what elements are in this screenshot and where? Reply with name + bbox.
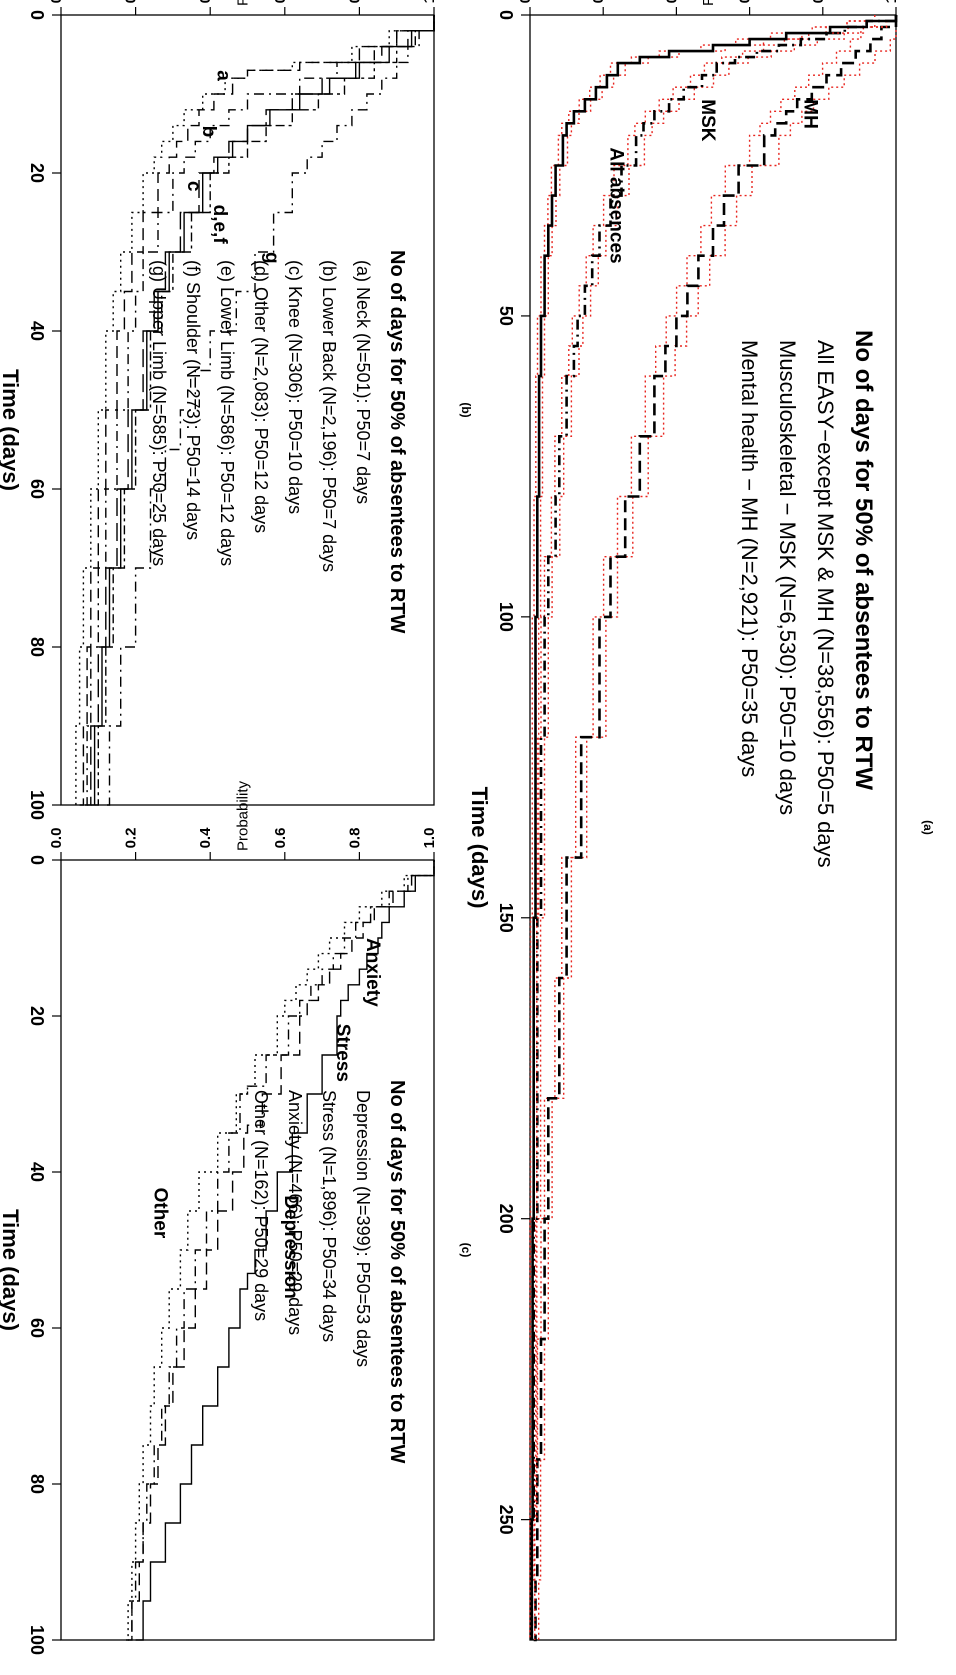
curve-annotation: Depression	[280, 1195, 301, 1298]
series-line	[83, 15, 435, 806]
panel-c: (c) 0 20 40 60 80 100 Time (days) 0.0 0.2 0.4 0.6 0.…	[0, 780, 473, 1655]
x-tick-label: 250	[496, 1505, 516, 1535]
y-tick-label: 0.2	[590, 0, 607, 3]
curve-annotation: c	[183, 181, 204, 192]
y-tick-label: 0.8	[810, 0, 827, 3]
series-label: MSK	[697, 99, 718, 142]
panel-b: (b) 0 20 40 60 80 100 Time (days) 0.0 0.2 0.4 0.6 0.…	[0, 0, 473, 820]
legend-entry: Depression (N=399): P50=53 days	[353, 1090, 373, 1367]
legend-entry: Other (N=162): P50=29 days	[251, 1090, 271, 1321]
legend-entry: (g) Upper Limb (N=585): P50=25 days	[149, 260, 169, 566]
x-tick-label: 40	[27, 321, 47, 341]
x-axis-label: Time (days)	[0, 369, 23, 491]
x-tick-label: 60	[27, 479, 47, 499]
x-tick-label: 200	[496, 1204, 516, 1234]
y-tick-label: 0.0	[48, 0, 65, 3]
ci-upper-line	[534, 15, 897, 1640]
curve-annotation: g	[261, 252, 282, 264]
legend-entry: Musculoskeletal − MSK (N=6,530): P50=10 …	[775, 340, 800, 815]
y-tick-label: 0.6	[272, 0, 289, 3]
plot-frame	[529, 14, 897, 1641]
panel-a: (a) 0 50 100 150 200 250 Time (days) 0.0 0.2 0.4 0.…	[467, 0, 935, 1642]
legend-entry: Mental health − MH (N=2,921): P50=35 day…	[737, 340, 762, 777]
ci-lower-line	[529, 15, 876, 1640]
x-tick-label: 20	[27, 163, 47, 183]
ci-upper-line	[536, 15, 897, 1641]
y-tick-label: 0.0	[48, 828, 65, 849]
y-tick-label: 0.4	[663, 0, 680, 3]
x-tick-label: 50	[496, 306, 516, 326]
panel-label: (a)	[921, 820, 935, 835]
y-tick-label: 1.0	[883, 0, 900, 3]
y-tick-label: 0.2	[123, 0, 140, 3]
x-tick-label: 100	[496, 602, 516, 632]
y-tick-label: 0.4	[197, 827, 214, 849]
series-line	[87, 15, 435, 806]
ci-upper-line	[534, 15, 897, 1640]
y-tick-label: 0.4	[197, 0, 214, 3]
legend-title: No of days for 50% of absentees to RTW	[386, 250, 408, 634]
x-tick-label: 60	[27, 1318, 47, 1338]
y-tick-label: 0.6	[272, 828, 289, 849]
y-tick-label: 1.0	[421, 0, 438, 3]
curve-annotation: b	[198, 126, 219, 138]
x-tick-label: 80	[27, 637, 47, 657]
series-line	[135, 860, 435, 1641]
x-tick-label: 100	[27, 1625, 47, 1655]
x-tick-label: 0	[27, 855, 47, 865]
panel-label: (c)	[459, 1243, 473, 1258]
legend-entry: (b) Lower Back (N=2,196): P50=7 days	[319, 260, 339, 572]
legend-entry: All EASY−except MSK & MH (N=38,556): P50…	[813, 340, 838, 868]
x-tick-label: 20	[27, 1006, 47, 1026]
plot-frame	[60, 859, 435, 1641]
curve-annotation: Anxiety	[362, 938, 383, 1007]
legend-entry: Anxiety (N=466): P50=29 days	[285, 1090, 305, 1335]
x-axis-label: Time (days)	[0, 1209, 23, 1331]
y-axis-label: Probability	[700, 0, 717, 6]
y-tick-label: 1.0	[421, 828, 438, 849]
y-tick-label: 0.8	[346, 0, 363, 3]
x-tick-label: 100	[27, 790, 47, 820]
x-tick-label: 0	[496, 10, 516, 20]
x-axis-label: Time (days)	[467, 787, 492, 909]
legend-entry: (a) Neck (N=501): P50=7 days	[353, 260, 373, 504]
x-tick-label: 80	[27, 1474, 47, 1494]
x-tick-label: 150	[496, 903, 516, 933]
ci-lower-line	[529, 15, 876, 1640]
series-line	[530, 15, 898, 1640]
series-line	[128, 860, 435, 1641]
series-line	[128, 860, 435, 1641]
series-line	[530, 15, 898, 1640]
legend-entry: (d) Other (N=2,083): P50=12 days	[251, 260, 271, 533]
y-tick-label: 0.2	[123, 828, 140, 849]
y-tick-label: 0.6	[737, 0, 754, 3]
panel-label: (b)	[459, 402, 473, 417]
curve-annotation: d,e,f	[209, 205, 230, 245]
y-tick-label: 0.0	[517, 0, 534, 3]
legend-entry: (f) Shoulder (N=273): P50=14 days	[183, 260, 203, 540]
x-tick-label: 0	[27, 10, 47, 20]
curve-annotation: Other	[149, 1188, 170, 1239]
curve-annotation: Stress	[332, 1024, 353, 1082]
y-axis-label: Probability	[235, 0, 252, 6]
legend-entry: Stress (N=1,896): P50=34 days	[319, 1090, 339, 1342]
series-label: All absences	[606, 147, 627, 263]
series-label: MH	[800, 99, 821, 129]
curve-annotation: a	[213, 70, 234, 81]
legend-entry: (e) Lower Limb (N=586): P50=12 days	[217, 260, 237, 566]
y-tick-label: 0.8	[346, 828, 363, 849]
series-line	[94, 15, 435, 806]
plot-frame	[60, 14, 435, 806]
legend-entry: (c) Knee (N=306): P50=10 days	[285, 260, 305, 514]
legend-title: No of days for 50% of absentees to RTW	[850, 330, 877, 790]
series-line	[533, 15, 898, 1642]
x-tick-label: 40	[27, 1162, 47, 1182]
legend-title: No of days for 50% of absentees to RTW	[386, 1080, 408, 1464]
y-axis-label: Probability	[235, 780, 252, 851]
